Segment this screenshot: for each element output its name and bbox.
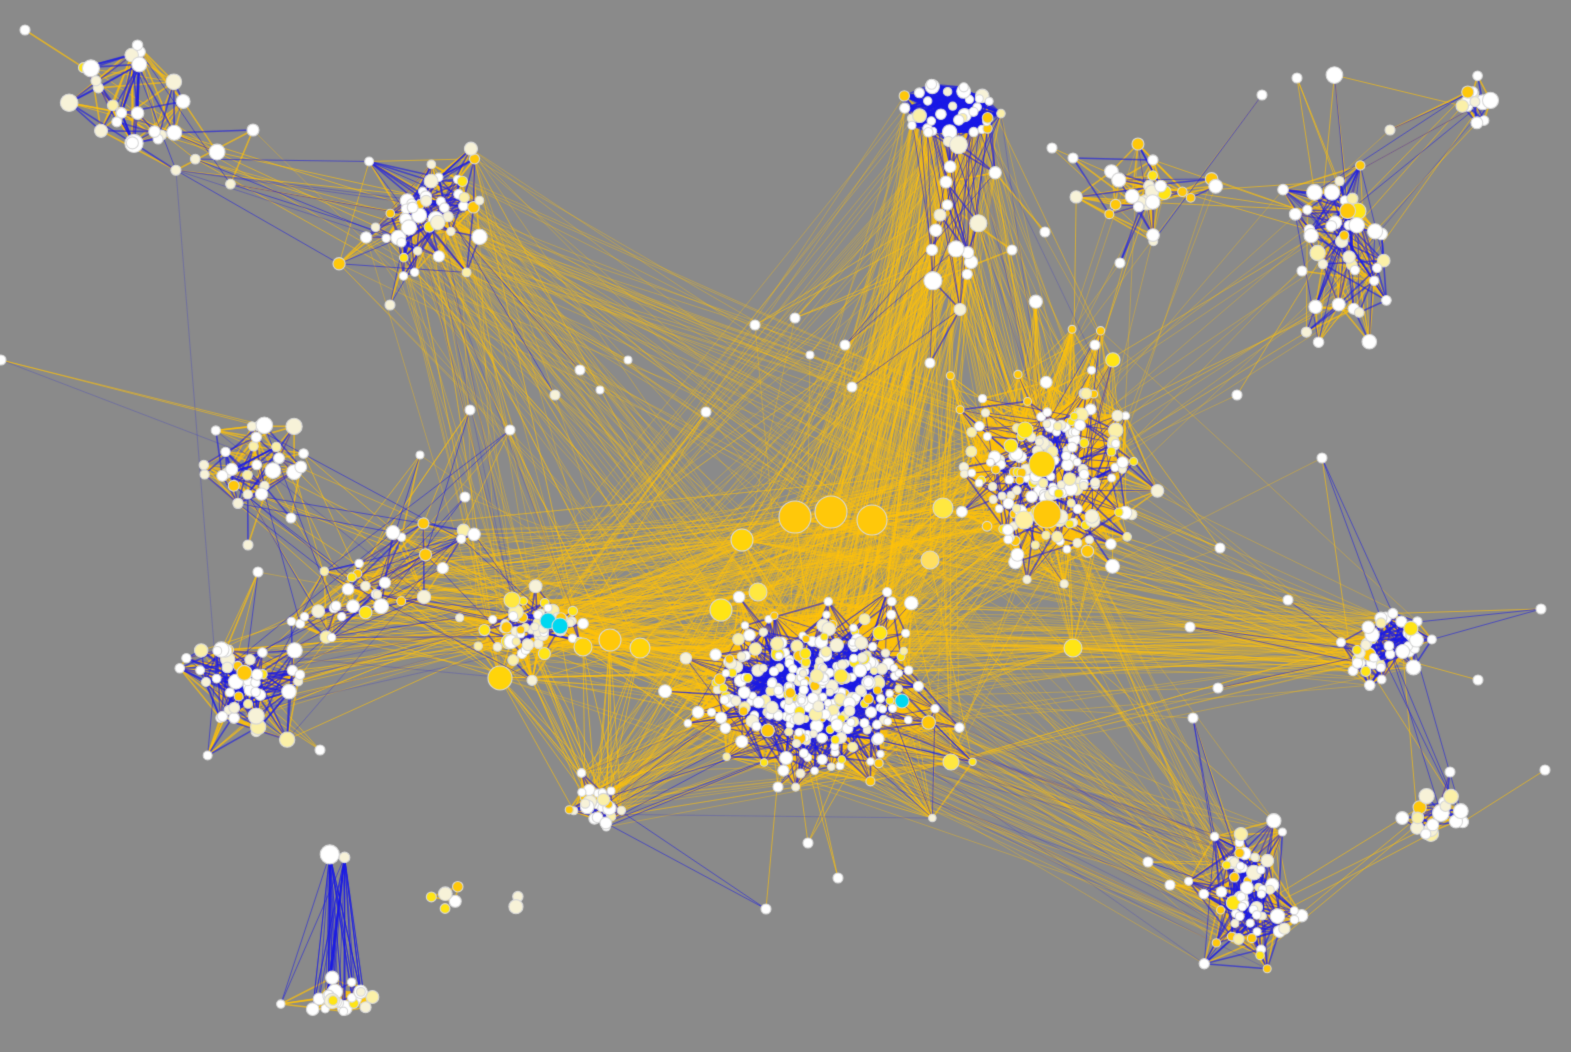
graph-canvas[interactable] [0, 0, 1571, 1052]
network-graph-visualization [0, 0, 1571, 1052]
